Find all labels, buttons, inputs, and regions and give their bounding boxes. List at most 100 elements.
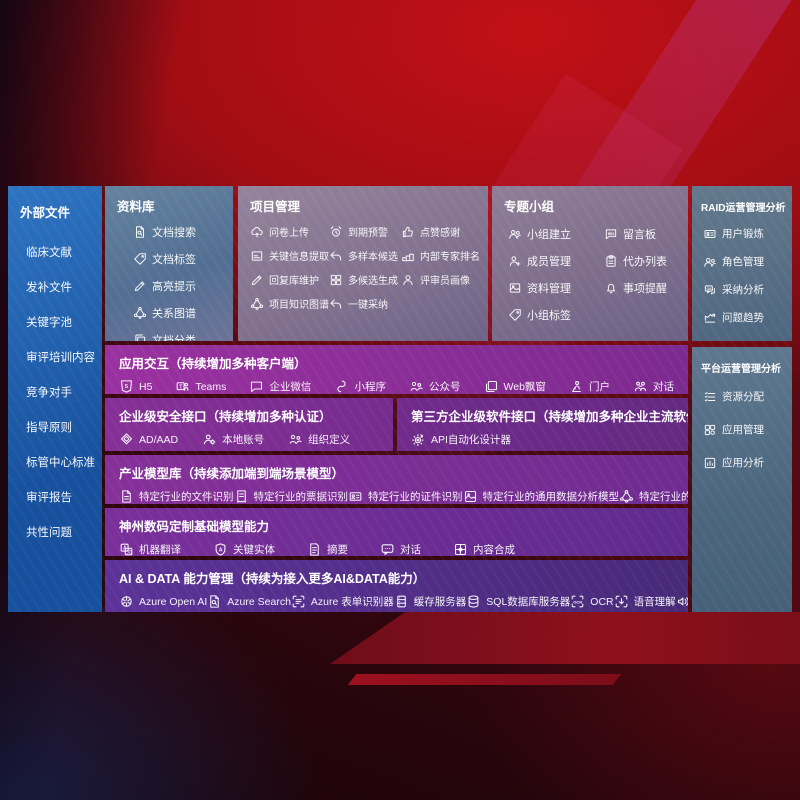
feature-item: 高亮提示 (133, 278, 233, 294)
feature-label: 公众号 (429, 381, 461, 393)
feature-label: 事项提醒 (623, 283, 667, 295)
feature-label: 用户锻炼 (722, 228, 764, 240)
feature-label: 缓存服务器 (413, 596, 467, 608)
person-icon (401, 273, 415, 287)
feature-item: Web飘窗 (484, 379, 546, 394)
id-card-icon (703, 227, 717, 241)
feature-item: 到期预警 (329, 224, 401, 239)
feature-label: API自动化设计器 (431, 434, 511, 446)
panel-items: 问卷上传 到期预警 点赞感谢 关键信息提取 多样本候选 内部专家排名 回复库维护 多候选生成 评… (238, 215, 488, 311)
feature-item: 资料管理 (508, 280, 604, 296)
feature-item: T Teams (175, 379, 226, 394)
row-title: 第三方企业级软件接口（持续增加多种企业主流软件接口） (411, 410, 688, 424)
feature-item: 内部专家排名 (401, 248, 480, 263)
svg-text:OCR: OCR (574, 599, 583, 604)
h5-badge-icon: 5 (119, 379, 134, 394)
feature-label: Web飘窗 (503, 381, 546, 393)
feature-label: 关键信息提取 (269, 252, 329, 263)
feature-item: 一键采纳 (329, 296, 401, 311)
ranking-podium-icon (401, 249, 415, 263)
database-icon (466, 594, 481, 609)
shield-entity-icon: A (213, 542, 228, 556)
sidebar-item: 指导原则 (26, 422, 72, 434)
speaker-tts-icon (676, 594, 688, 609)
panel-title: 外部文件 (20, 206, 71, 220)
feature-item: 特定行业的证件识别 (348, 489, 463, 504)
feature-item: 多候选生成 (329, 272, 401, 287)
feature-label: AD/AAD (139, 433, 179, 446)
panel-items: 文档搜索 文档标签 高亮提示 关系图谱 文档分类 (105, 224, 233, 341)
feature-item: Azure Open AI (119, 594, 207, 609)
feature-label: 关系图谱 (152, 308, 196, 320)
feature-label: 对话 (653, 381, 674, 393)
app-chart-icon (703, 456, 717, 470)
feature-label: 小组标签 (527, 310, 571, 322)
sidebar-items: 临床文献 发补文件 关键字池 审评培训内容 竞争对手 指导原则 标管中心标准 审评报告 共性问题 (8, 243, 102, 544)
row-security-interface: 企业级安全接口（持续增加多种认证） AD/AAD 本地账号 组织定义 (105, 398, 393, 451)
row-items: 特定行业的文件识别 特定行业的票据识别 特定行业的证件识别 特定行业的通用数据分析模型… (105, 482, 688, 504)
feature-label: 特定行业的通用知识图谱模型 (639, 491, 688, 503)
form-scan-icon (291, 594, 306, 609)
feature-item: 本地账号 (202, 432, 264, 447)
ad-diamond-icon (119, 432, 134, 447)
feature-label: 内部专家排名 (420, 252, 480, 263)
reply-arrow-icon (329, 249, 343, 263)
panel-topic-groups: 专题小组 小组建立 BBS 留言板 成员管理 代办列表 资料管理 事项提醒 小组标签 (492, 186, 688, 341)
bbs-chat-icon: BBS (604, 227, 618, 241)
feature-label: 问卷上传 (269, 228, 309, 239)
speech-arrow-icon (614, 594, 629, 609)
doc-search-icon (133, 225, 147, 239)
sidebar-item: 审评培训内容 (26, 352, 95, 364)
api-gear-icon (411, 432, 426, 447)
feature-item: 缓存服务器 (394, 594, 467, 609)
feature-item: 小程序 (334, 379, 386, 394)
feature-label: Teams (195, 380, 227, 393)
feature-label: 小组建立 (527, 229, 571, 241)
row-title: 应用交互（持续增加多种客户端） (119, 357, 307, 371)
feature-item: 回复库维护 (250, 272, 329, 287)
doc-search-icon (207, 594, 222, 609)
feature-label: SQL数据库服务器 (486, 596, 571, 608)
server-icon (394, 594, 409, 609)
feature-item: 角色管理 (703, 254, 792, 269)
feature-item: 对话 (633, 379, 674, 394)
panel-platform-analysis: 平台运营管理分析 资源分配 应用管理 应用分析 (692, 347, 792, 612)
feature-label: 高亮提示 (152, 281, 196, 293)
feature-item: 问卷上传 (250, 224, 329, 239)
puzzle-grid-icon (453, 542, 468, 556)
feature-label: 文档分类 (152, 335, 196, 341)
row-title: AI & DATA 能力管理（持续为接入更多AI&DATA能力） (119, 572, 426, 586)
svg-text:5: 5 (125, 384, 128, 390)
panel-project-management: 项目管理 问卷上传 到期预警 点赞感谢 关键信息提取 多样本候选 内部专家排名 回复库维护 多… (238, 186, 488, 341)
panel-title: 资料库 (117, 200, 155, 214)
background-shape (330, 612, 800, 664)
feature-label: 内容合成 (473, 544, 515, 556)
highlight-pen-icon (250, 273, 264, 287)
album-icon (508, 281, 522, 295)
feature-item: OCR OCR (570, 594, 614, 609)
feature-item: 评审员画像 (401, 272, 480, 287)
sidebar-item: 审评报告 (26, 492, 72, 504)
org-users-icon (409, 379, 424, 394)
panel-title: 平台运营管理分析 (701, 364, 781, 375)
feature-item: API自动化设计器 (411, 432, 511, 447)
org-users-icon (288, 432, 303, 447)
sidebar-item: 竞争对手 (26, 387, 72, 399)
panel-library: 资料库 文档搜索 文档标签 高亮提示 关系图谱 文档分类 (105, 186, 233, 341)
receipt-icon (234, 489, 249, 504)
feature-item: SQL数据库服务器 (466, 594, 570, 609)
panel-items: 小组建立 BBS 留言板 成员管理 代办列表 资料管理 事项提醒 小组标签 (492, 215, 688, 323)
data-image-icon (463, 489, 478, 504)
panel-title: RAID运营管理分析 (701, 203, 786, 214)
browser-window-icon (484, 379, 499, 394)
feature-item: BBS 留言板 (604, 226, 684, 242)
cloud-upload-icon (250, 225, 264, 239)
feature-label: 项目知识图谱 (269, 300, 329, 311)
knowledge-graph-icon (133, 306, 147, 320)
svg-text:BBS: BBS (608, 232, 615, 236)
feature-label: 小程序 (354, 381, 386, 393)
feature-label: 资源分配 (722, 391, 764, 403)
feature-item: 问题趋势 (703, 310, 792, 325)
row-items: Azure Open AI Azure Search Azure 表单识别器 缓存服务… (105, 587, 688, 609)
apps-icon (703, 423, 717, 437)
